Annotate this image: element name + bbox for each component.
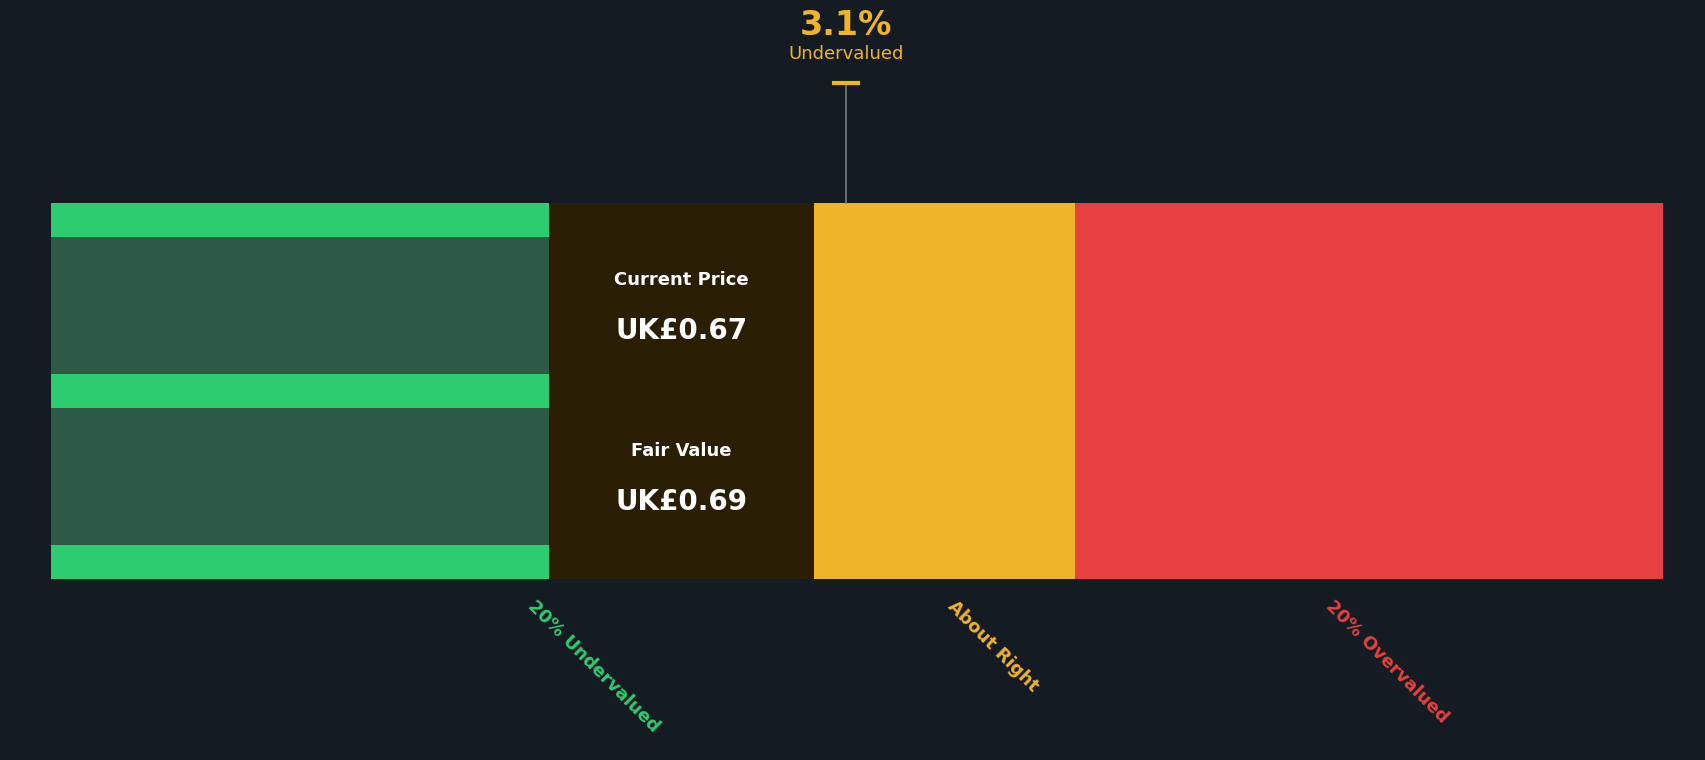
Bar — [51, 408, 813, 545]
Bar — [549, 374, 813, 579]
Bar — [51, 203, 813, 237]
Text: 3.1%: 3.1% — [800, 9, 892, 42]
Bar — [1074, 237, 1662, 374]
Bar — [813, 545, 1074, 579]
Text: 20% Undervalued: 20% Undervalued — [523, 597, 662, 736]
Bar — [813, 237, 1074, 374]
Bar — [1074, 374, 1662, 408]
Text: About Right: About Right — [945, 597, 1042, 695]
Bar — [813, 408, 1074, 545]
Bar — [1074, 203, 1662, 237]
Text: Fair Value: Fair Value — [631, 442, 731, 460]
Bar — [813, 374, 1074, 408]
Bar — [51, 237, 813, 374]
Bar — [51, 545, 813, 579]
Text: Current Price: Current Price — [614, 271, 748, 289]
Bar — [813, 203, 1074, 237]
Text: 20% Overvalued: 20% Overvalued — [1321, 597, 1451, 727]
Text: UK£0.69: UK£0.69 — [616, 488, 747, 516]
Text: Undervalued: Undervalued — [788, 46, 904, 63]
Bar — [51, 374, 813, 408]
Bar — [1074, 408, 1662, 545]
Bar — [1074, 545, 1662, 579]
Text: UK£0.67: UK£0.67 — [616, 317, 747, 344]
Bar — [549, 203, 813, 408]
